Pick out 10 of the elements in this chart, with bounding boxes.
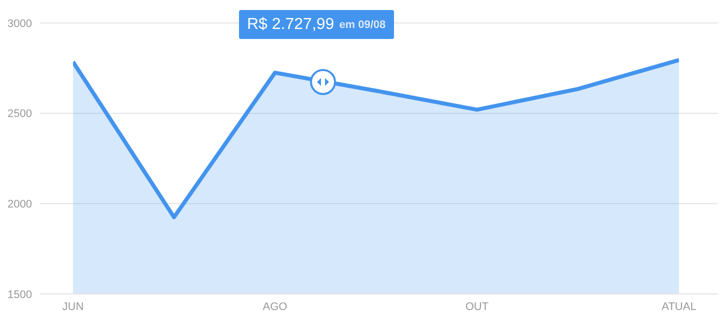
annotation: em 09/08 (339, 18, 386, 30)
y-tick-label: 2500 (8, 108, 32, 120)
annotation: R$ 2.727,99 (247, 16, 334, 34)
y-tick-label: 3000 (8, 18, 32, 30)
x-tick-label: AGO (262, 300, 288, 313)
y-tick-label: 2000 (8, 198, 32, 211)
y-tick-label: 1500 (8, 288, 32, 301)
x-tick-label: ATUAL (662, 300, 696, 313)
x-tick-label: OUT (465, 300, 489, 313)
x-tick-label: JUN (62, 300, 84, 313)
